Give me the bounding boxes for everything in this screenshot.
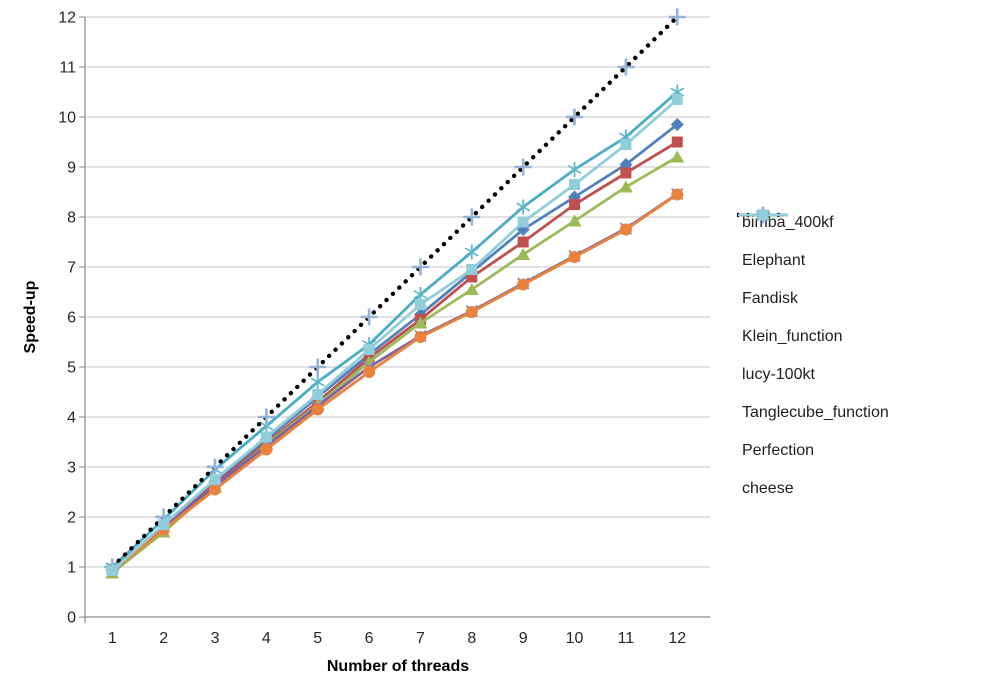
y-tick-label: 9: [67, 160, 76, 177]
legend-label: Tanglecube_function: [742, 404, 889, 421]
series-line: [111, 98, 679, 572]
series-Fandisk: [105, 150, 685, 579]
legend-item-Perfection: Perfection: [737, 206, 989, 470]
legend-label: Elephant: [742, 252, 806, 269]
series-line: [110, 14, 680, 570]
x-tick-label: 2: [159, 630, 168, 647]
legend-item-Fandisk: Fandisk: [737, 208, 989, 318]
y-tick-label: 1: [67, 560, 76, 577]
series-line: [111, 123, 679, 571]
y-tick-label: 2: [67, 510, 76, 527]
y-tick-label: 4: [67, 410, 76, 427]
series-line: [111, 155, 678, 575]
y-tick-label: 11: [59, 60, 76, 77]
legend-item-cheese: cheese: [737, 209, 989, 508]
x-tick-label: 10: [566, 630, 584, 647]
x-tick-label: 3: [211, 630, 220, 647]
legend-label: Perfection: [742, 442, 815, 459]
series-Tanglecube_function: [106, 188, 684, 577]
x-tick-label: 6: [365, 630, 374, 647]
x-tick-label: 4: [262, 630, 271, 647]
x-tick-label: 12: [668, 630, 686, 647]
y-tick-label: 3: [67, 460, 76, 477]
y-tick-label: 8: [67, 210, 76, 227]
series-Perfection: [103, 8, 686, 576]
legend-label: Fandisk: [742, 290, 799, 307]
x-axis-title: Number of threads: [326, 658, 470, 675]
y-tick-label: 0: [67, 610, 76, 627]
x-tick-label: 8: [467, 630, 476, 647]
y-tick-label: 7: [67, 260, 76, 277]
x-tick-label: 7: [416, 630, 425, 647]
x-tick-label: 1: [108, 630, 117, 647]
y-tick-label: 12: [58, 10, 76, 27]
x-tick-label: 9: [519, 630, 528, 647]
series-line: [111, 90, 679, 569]
legend-label: Klein_function: [742, 328, 843, 345]
legend-item-lucy-100kt: lucy-100kt: [737, 207, 989, 394]
y-tick-label: 5: [67, 360, 76, 377]
x-tick-label: 11: [618, 630, 635, 647]
y-tick-label: 6: [67, 310, 76, 327]
legend-marker-square-icon: [738, 209, 788, 221]
legend: bimba_400kf Elephant Fandisk Klein_function…: [737, 204, 989, 508]
series-line: [111, 193, 679, 573]
series-cheese: [106, 94, 683, 576]
series-line: [111, 192, 679, 570]
legend-label: lucy-100kt: [742, 366, 815, 383]
legend-label: cheese: [742, 480, 794, 497]
legend-item-Tanglecube_function: Tanglecube_function: [737, 209, 989, 432]
y-axis-title: Speed-up: [22, 280, 39, 354]
y-tick-label: 10: [58, 110, 76, 127]
legend-item-Klein_function: Klein_function: [737, 208, 989, 356]
x-tick-label: 5: [313, 630, 322, 647]
legend-item-Elephant: Elephant: [737, 209, 989, 280]
series-lucy-100kt: [105, 84, 685, 575]
